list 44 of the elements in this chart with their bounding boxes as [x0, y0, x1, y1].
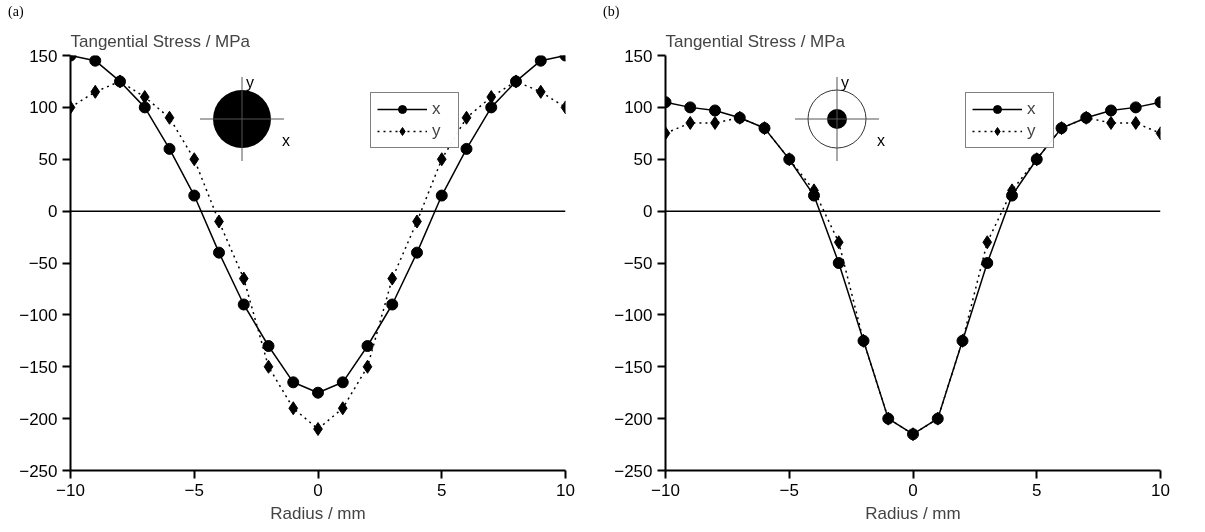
x-tick-label: −5 — [184, 480, 204, 500]
y-tick-label: 150 — [624, 46, 653, 66]
legend-label: y — [1027, 121, 1037, 141]
y-tick-label: 0 — [48, 202, 58, 222]
y-tick-label: 100 — [624, 98, 653, 118]
y-tick-label: −250 — [19, 461, 58, 481]
y-tick-label: 0 — [643, 202, 653, 222]
y-axis-title: Tangential Stress / MPa — [70, 31, 251, 51]
y-tick-label: −100 — [614, 305, 653, 325]
y-tick-label: −150 — [19, 357, 58, 377]
x-tick-label: 0 — [313, 480, 323, 500]
x-tick-label: 5 — [1032, 480, 1042, 500]
y-tick-label: 100 — [29, 98, 58, 118]
legend-label: x — [1027, 99, 1037, 119]
x-tick-label: 10 — [1151, 480, 1170, 500]
picture-cross-section: x y — [199, 74, 290, 162]
x-tick-label: −10 — [651, 480, 680, 500]
y-tick-label: −50 — [623, 254, 653, 273]
annotation: y — [246, 74, 254, 91]
y-tick-label: −200 — [614, 409, 653, 429]
picture-cross-section: x y — [794, 74, 885, 162]
annotation: x — [282, 132, 290, 149]
text: (b) — [603, 4, 620, 20]
y-tick-label: 150 — [29, 46, 58, 66]
text: (a) — [8, 4, 24, 20]
legend-label: x — [432, 99, 442, 119]
y-tick-label: 50 — [633, 150, 653, 170]
x-axis-title: Radius / mm — [865, 503, 961, 523]
legend-label: y — [432, 121, 442, 141]
y-tick-label: −50 — [28, 254, 58, 273]
y-tick-label: −100 — [19, 305, 58, 325]
x-tick-label: 0 — [908, 480, 918, 500]
annotation: y — [841, 74, 849, 91]
x-tick-label: −10 — [56, 480, 85, 500]
y-tick-label: −150 — [614, 357, 653, 377]
annotation: x — [877, 132, 885, 149]
x-axis-title: Radius / mm — [270, 503, 366, 523]
y-tick-label: −200 — [19, 409, 58, 429]
x-tick-label: 5 — [437, 480, 447, 500]
y-tick-label: −250 — [614, 461, 653, 481]
x-tick-label: −5 — [779, 480, 799, 500]
x-tick-label: 10 — [556, 480, 575, 500]
y-tick-label: 50 — [38, 150, 58, 170]
y-axis-title: Tangential Stress / MPa — [665, 31, 846, 51]
